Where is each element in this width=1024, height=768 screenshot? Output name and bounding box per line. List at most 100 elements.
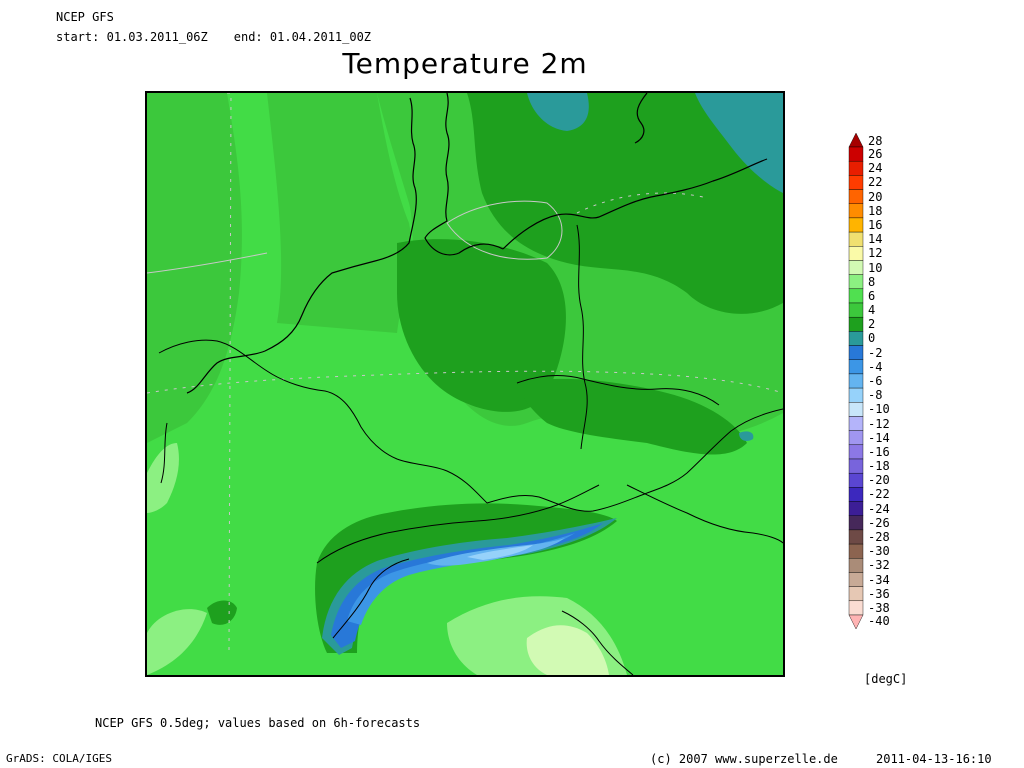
colorbar-swatch (848, 175, 864, 190)
colorbar-swatch (848, 203, 864, 219)
field-8-southwest (147, 609, 207, 675)
map-title: Temperature 2m (342, 47, 588, 80)
colorbar-swatch (848, 133, 864, 148)
border-austria-east (646, 408, 783, 494)
colorbar-label: -22 (868, 487, 890, 502)
colorbar-swatch (848, 572, 864, 587)
colorbar-label: -28 (868, 530, 890, 544)
colorbar-swatch (848, 416, 864, 431)
contour-line-northwest (147, 252, 268, 274)
coastline-brittany (160, 422, 168, 484)
field-8-west-coast (147, 443, 179, 513)
grads-credit: GrADS: COLA/IGES (6, 752, 112, 765)
colorbar-swatch (848, 515, 864, 531)
border-france-belgium (158, 339, 488, 504)
colorbar-swatch (848, 231, 864, 247)
colorbar-label: 16 (868, 218, 883, 232)
colorbar-scale (848, 133, 864, 629)
coastline-sweden (634, 93, 648, 144)
copyright-notice: (c) 2007 www.superzelle.de (650, 752, 838, 766)
field-2-germany (397, 239, 566, 412)
colorbar-label: -16 (868, 444, 890, 459)
colorbar-swatch (848, 316, 864, 332)
colorbar-label: 12 (868, 246, 883, 261)
colorbar-label: 28 (868, 134, 883, 148)
colorbar-swatch (848, 331, 864, 346)
field-10-adriatic (526, 625, 609, 675)
temperature-map (145, 91, 785, 677)
colorbar-swatch (848, 472, 864, 488)
colorbar-swatch (848, 146, 864, 162)
colorbar-label: 6 (868, 288, 876, 303)
colorbar-swatch (848, 586, 864, 602)
field-m8-alps (467, 545, 533, 560)
data-footnote: NCEP GFS 0.5deg; values based on 6h-fore… (95, 716, 421, 730)
colorbar-swatch (848, 614, 864, 629)
colorbar-swatch (848, 160, 864, 176)
contour-line-baltic (576, 192, 708, 214)
colorbar-label: -8 (868, 388, 883, 403)
colorbar-label: -14 (868, 430, 890, 445)
field-2-baltic (467, 93, 783, 314)
border-germany-south (486, 492, 648, 512)
field-m2-alps (331, 523, 603, 648)
colorbar-label: 0 (868, 331, 876, 346)
colorbar-label: -34 (868, 572, 890, 587)
colorbar-label: 22 (868, 175, 883, 190)
colorbar-swatch (848, 402, 864, 417)
colorbar-label: -4 (868, 359, 883, 374)
field-0-northeast-cold (695, 93, 783, 193)
colorbar-label: 14 (868, 232, 883, 247)
colorbar-label: 4 (868, 303, 876, 318)
forecast-period: start: 01.03.2011_06Z end: 01.04.2011_00Z (56, 30, 371, 44)
colorbar-label: 24 (868, 161, 883, 176)
colorbar-swatch (848, 359, 864, 375)
colorbar-swatch (848, 387, 864, 403)
colorbar-swatch (848, 444, 864, 460)
end-value: 01.04.2011_00Z (269, 30, 372, 44)
colorbar-swatch (848, 189, 864, 204)
colorbar-swatch (848, 501, 864, 516)
colorbar-unit: [degC] (864, 672, 908, 686)
colorbar-swatch (848, 302, 864, 318)
field-2-massif-central (207, 600, 237, 625)
colorbar: 28 26 24 22 20 18 16 14 12 10 8 6 4 2 0 -2 -4 -6 -8 -10 -12-… (846, 133, 926, 629)
colorbar-label: 26 (868, 147, 883, 162)
colorbar-label: -38 (868, 600, 890, 615)
colorbar-label: -26 (868, 515, 890, 530)
colorbar-swatch (848, 373, 864, 389)
coastline-denmark (424, 93, 504, 256)
colorbar-label: -18 (868, 459, 890, 474)
field-2-czechia (517, 378, 747, 455)
render-timestamp: 2011-04-13-16:10 (876, 752, 992, 766)
field-4-west-atlantic (147, 93, 242, 443)
colorbar-label: -30 (868, 544, 890, 559)
colorbar-label: 18 (868, 203, 883, 218)
start-label: start: (56, 30, 100, 44)
colorbar-label: -10 (868, 402, 890, 417)
colorbar-label: 20 (868, 189, 883, 204)
colorbar-label: 2 (868, 317, 876, 332)
colorbar-swatch (848, 529, 864, 545)
start-value: 01.03.2011_06Z (106, 30, 208, 44)
colorbar-swatch (848, 288, 864, 304)
contour-line-north (446, 200, 563, 260)
border-france-italy (332, 558, 410, 639)
colorbar-swatch (848, 345, 864, 360)
temperature-field (147, 93, 783, 675)
colorbar-label: -32 (868, 558, 890, 573)
colorbar-label: -40 (868, 614, 890, 628)
colorbar-swatch (848, 246, 864, 261)
field-0-small-spot (739, 431, 754, 441)
colorbar-swatch (848, 430, 864, 446)
colorbar-label: -36 (868, 586, 890, 601)
border-slovenia-hungary (626, 484, 783, 544)
colorbar-swatch (848, 458, 864, 474)
colorbar-swatch (848, 543, 864, 559)
field-0-baltic-cold (527, 93, 589, 131)
colorbar-swatch (848, 558, 864, 573)
colorbar-label: -6 (868, 374, 883, 388)
colorbar-label: -24 (868, 501, 890, 516)
coastline-north-sea (186, 97, 417, 394)
border-germany-poland (576, 224, 588, 450)
